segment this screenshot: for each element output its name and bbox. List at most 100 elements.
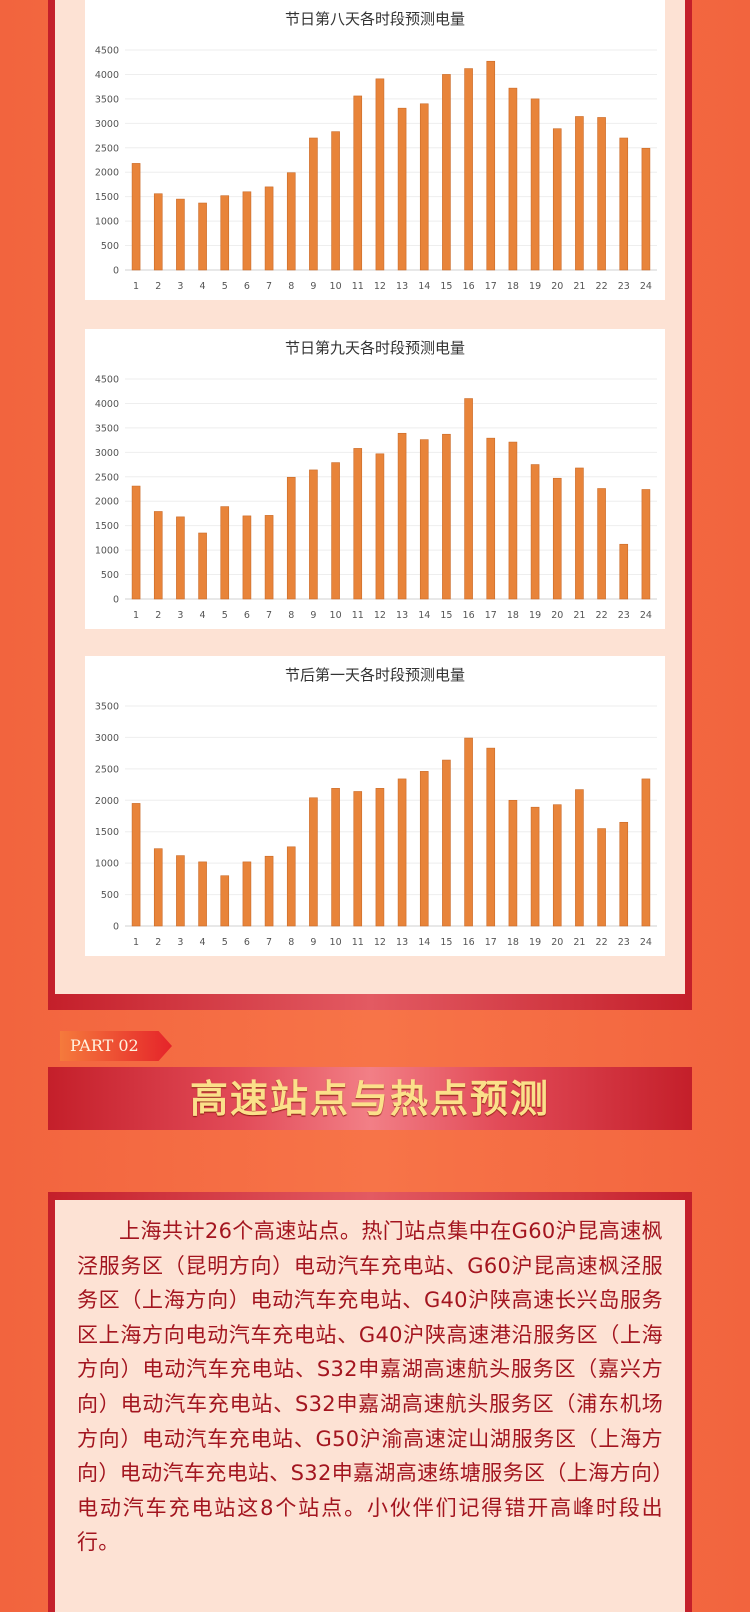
bar — [397, 778, 407, 927]
bar — [508, 87, 518, 271]
x-tick-label: 21 — [573, 610, 585, 621]
bar — [264, 186, 274, 271]
bar — [242, 191, 252, 271]
x-tick-label: 19 — [529, 281, 541, 292]
x-tick-label: 13 — [396, 610, 408, 621]
x-tick-label: 17 — [485, 281, 497, 292]
bar — [286, 172, 296, 271]
x-tick-label: 11 — [352, 610, 364, 621]
chart-day8-svg: 节日第八天各时段预测电量 0 500 1000 1500 2000 2500 3000 3500… — [95, 10, 657, 292]
y-tick-label: 4500 — [95, 375, 119, 386]
chart-title: 节日第八天各时段预测电量 — [285, 10, 465, 28]
bar — [309, 797, 318, 927]
bar — [353, 448, 363, 600]
x-tick-label: 15 — [440, 281, 452, 292]
x-tick-label: 10 — [330, 937, 342, 948]
text-panel: 上海共计26个高速站点。热门站点集中在G60沪昆高速枫泾服务区（昆明方向）电动汽… — [55, 1200, 685, 1612]
x-tick-label: 24 — [640, 610, 652, 621]
bar — [464, 398, 473, 600]
bar — [575, 116, 584, 271]
bar — [442, 759, 451, 927]
y-tick-label: 3500 — [95, 94, 119, 105]
x-tick-label: 1 — [133, 281, 139, 292]
highway-stations-paragraph: 上海共计26个高速站点。热门站点集中在G60沪昆高速枫泾服务区（昆明方向）电动汽… — [77, 1219, 663, 1555]
x-tick-label: 9 — [310, 937, 316, 948]
x-tick-label: 4 — [200, 937, 206, 948]
x-tick-label: 21 — [573, 937, 585, 948]
x-tick-label: 2 — [155, 281, 161, 292]
x-tick-label: 8 — [288, 610, 294, 621]
x-tick-label: 4 — [200, 281, 206, 292]
bar — [641, 778, 651, 927]
bar — [176, 855, 185, 927]
x-tick-label: 3 — [177, 610, 183, 621]
bar — [597, 117, 606, 271]
x-tick-label: 13 — [396, 281, 408, 292]
bar — [419, 439, 429, 600]
bar — [309, 137, 318, 271]
x-tick-label: 10 — [330, 610, 342, 621]
y-tick-label: 3000 — [95, 733, 119, 744]
bar — [641, 147, 651, 271]
y-tick-label: 0 — [113, 595, 119, 606]
x-tick-label: 22 — [596, 281, 608, 292]
bar — [597, 488, 606, 600]
bar — [153, 848, 163, 927]
x-tick-label: 16 — [463, 610, 475, 621]
x-tick-label: 20 — [551, 610, 563, 621]
bar — [153, 193, 163, 271]
bar — [331, 462, 340, 600]
x-tick-label: 7 — [266, 610, 272, 621]
bar — [242, 861, 252, 927]
y-tick-label: 2500 — [95, 472, 119, 483]
bar — [353, 95, 363, 271]
x-tick-label: 3 — [177, 937, 183, 948]
bar — [131, 163, 141, 271]
bar — [508, 799, 518, 927]
bar — [176, 516, 185, 600]
bar — [530, 464, 540, 600]
x-tick-label: 23 — [618, 610, 630, 621]
y-tick-label: 1500 — [95, 827, 119, 838]
x-tick-label: 7 — [266, 281, 272, 292]
bar — [331, 788, 340, 927]
x-tick-label: 14 — [418, 937, 430, 948]
bar — [220, 195, 230, 271]
x-tick-label: 24 — [640, 281, 652, 292]
x-tick-label: 6 — [244, 281, 250, 292]
x-tick-label: 12 — [374, 610, 386, 621]
chart-day9-svg: 节日第九天各时段预测电量 0 500 1000 1500 2000 2500 3000 3500… — [95, 339, 657, 621]
y-tick-label: 0 — [113, 922, 119, 933]
x-tick-label: 6 — [244, 610, 250, 621]
text-frame: 上海共计26个高速站点。热门站点集中在G60沪昆高速枫泾服务区（昆明方向）电动汽… — [48, 1192, 692, 1612]
y-tick-label: 2000 — [95, 796, 119, 807]
x-tick-label: 12 — [374, 281, 386, 292]
bar — [286, 846, 296, 927]
x-tick-label: 19 — [529, 610, 541, 621]
x-tick-label: 15 — [440, 610, 452, 621]
charts-frame: 节日第八天各时段预测电量 0 500 1000 1500 2000 2500 3000 3500… — [48, 0, 692, 1010]
y-tick-label: 2000 — [95, 168, 119, 179]
x-tick-label: 13 — [396, 937, 408, 948]
chart-after-day1: 节后第一天各时段预测电量 0 500 1000 1500 2000 2500 3000 3500… — [85, 656, 665, 956]
x-tick-label: 1 — [133, 610, 139, 621]
x-tick-label: 8 — [288, 281, 294, 292]
chart-day9: 节日第九天各时段预测电量 0 500 1000 1500 2000 2500 3000 3500… — [85, 329, 665, 629]
bar — [264, 855, 274, 927]
x-tick-label: 2 — [155, 937, 161, 948]
x-tick-label: 16 — [463, 937, 475, 948]
x-tick-label: 8 — [288, 937, 294, 948]
y-tick-label: 3500 — [95, 702, 119, 713]
x-tick-label: 18 — [507, 281, 519, 292]
x-tick-label: 9 — [310, 281, 316, 292]
y-tick-label: 2500 — [95, 143, 119, 154]
x-tick-label: 22 — [596, 937, 608, 948]
y-tick-label: 1000 — [95, 859, 119, 870]
bar — [242, 515, 252, 600]
y-tick-label: 3500 — [95, 423, 119, 434]
bar — [198, 532, 207, 600]
x-tick-label: 6 — [244, 937, 250, 948]
bar — [286, 476, 296, 600]
y-tick-label: 4500 — [95, 46, 119, 57]
y-tick-label: 1000 — [95, 546, 119, 557]
